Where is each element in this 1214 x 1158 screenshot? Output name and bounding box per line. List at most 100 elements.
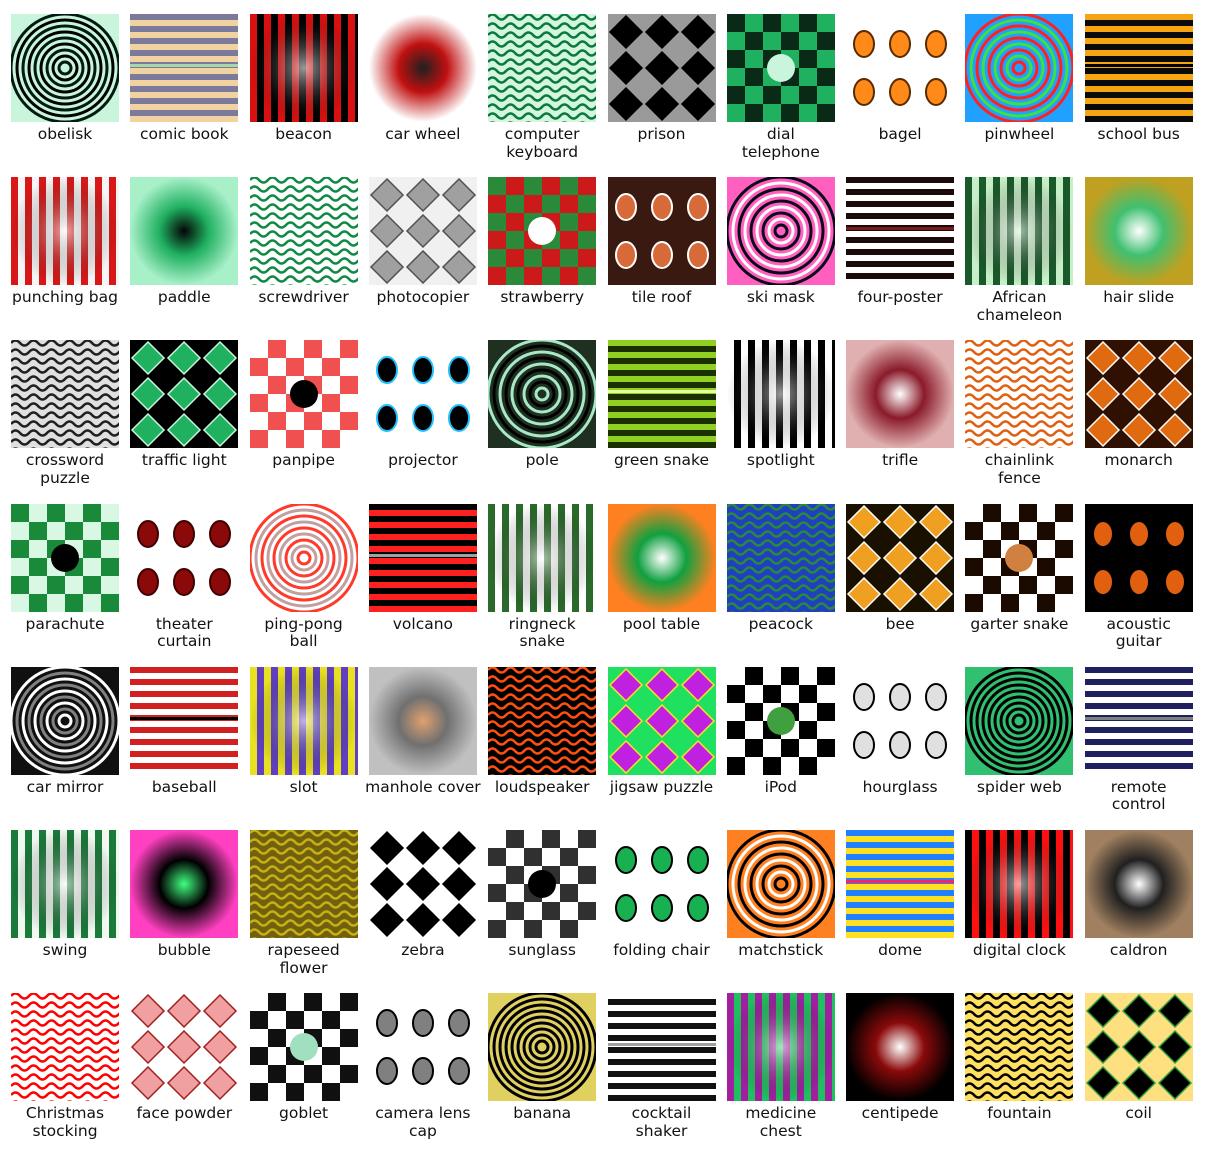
comic-book-pattern [130, 14, 239, 122]
image-label: baseball [151, 777, 217, 796]
manhole-cover-pattern [368, 666, 477, 775]
image-label: medicine chest [745, 1104, 817, 1140]
ping-pong-ball-pattern [249, 503, 358, 612]
image-label: peacock [748, 614, 813, 633]
ipod-pattern [726, 666, 835, 775]
image-tile: Christmas stocking [11, 993, 130, 1153]
parachute-pattern [11, 503, 119, 612]
image-label: digital clock [972, 941, 1066, 959]
image-tile: spider web [965, 666, 1084, 827]
image-label: jigsaw puzzle [609, 777, 714, 796]
ski-mask-pattern [726, 177, 835, 286]
sunglass-pattern [488, 830, 597, 938]
image-tile: car wheel [368, 14, 488, 174]
image-tile: prison [607, 14, 727, 174]
image-label: crossword puzzle [25, 451, 105, 487]
slot-pattern [249, 666, 358, 775]
image-label: car wheel [385, 125, 461, 143]
image-label: bubble [157, 941, 211, 959]
image-label: pole [525, 451, 559, 470]
pool-table-pattern [607, 503, 716, 612]
image-tile: trifle [846, 340, 965, 500]
face-powder-pattern [130, 993, 239, 1102]
image-tile: sunglass [488, 830, 607, 990]
image-tile: pinwheel [965, 14, 1084, 174]
image-label: remote control [1110, 777, 1167, 814]
image-label: iPod [764, 777, 798, 796]
dial-telephone-pattern [726, 14, 835, 122]
image-tile: rapeseed flower [249, 830, 369, 990]
image-label: tile roof [631, 288, 692, 307]
image-label: slot [289, 777, 318, 796]
peacock-pattern [726, 503, 835, 612]
image-label: spotlight [746, 451, 815, 470]
image-tile: centipede [846, 993, 965, 1153]
image-tile: hair slide [1084, 177, 1204, 337]
car-mirror-pattern [11, 666, 119, 775]
image-label: Christmas stocking [25, 1104, 105, 1140]
image-tile: cocktail shaker [607, 993, 727, 1153]
camera-lens-cap-pattern [368, 993, 477, 1102]
image-label: parachute [25, 614, 105, 633]
image-label: comic book [139, 125, 229, 143]
tile-roof-pattern [607, 177, 716, 286]
panpipe-pattern [249, 340, 358, 449]
image-tile: spotlight [726, 340, 846, 500]
image-label: punching bag [12, 288, 118, 307]
image-label: obelisk [37, 125, 93, 143]
car-wheel-pattern [368, 14, 477, 122]
photocopier-pattern [368, 177, 477, 286]
coil-pattern [1084, 993, 1193, 1102]
caldron-pattern [1084, 830, 1193, 938]
four-poster-pattern [846, 177, 955, 286]
image-label: trifle [882, 451, 919, 470]
image-tile: peacock [726, 503, 846, 664]
image-label: panpipe [272, 451, 335, 470]
bee-pattern [846, 503, 955, 612]
hair-slide-pattern [1084, 177, 1193, 286]
rapeseed-flower-pattern [249, 830, 358, 938]
goblet-pattern [249, 993, 358, 1102]
image-label: monarch [1104, 451, 1173, 470]
image-tile: tile roof [607, 177, 727, 337]
image-label: dial telephone [741, 125, 820, 161]
zebra-pattern [368, 830, 477, 938]
image-label: camera lens cap [375, 1104, 471, 1140]
image-label: fountain [987, 1104, 1052, 1123]
image-tile: coil [1084, 993, 1204, 1153]
image-label: strawberry [500, 288, 585, 307]
image-label: pool table [622, 614, 701, 633]
image-label: volcano [392, 614, 454, 633]
image-tile: ringneck snake [488, 503, 607, 664]
image-tile: pool table [607, 503, 727, 664]
image-tile: dial telephone [726, 14, 846, 174]
strawberry-pattern [488, 177, 597, 286]
image-tile: hourglass [846, 666, 965, 827]
dome-pattern [846, 830, 955, 938]
theater-curtain-pattern [130, 503, 239, 612]
pole-pattern [488, 340, 597, 449]
image-tile: screwdriver [249, 177, 369, 337]
image-tile: four-poster [846, 177, 965, 337]
image-label: bagel [878, 125, 922, 143]
image-tile: punching bag [11, 177, 130, 337]
banana-pattern [488, 993, 597, 1102]
image-tile: beacon [249, 14, 369, 174]
image-label: African chameleon [976, 288, 1063, 324]
screwdriver-pattern [249, 177, 358, 286]
matchstick-pattern [726, 830, 835, 938]
image-tile: jigsaw puzzle [607, 666, 727, 827]
traffic-light-pattern [130, 340, 239, 449]
image-label: rapeseed flower [267, 941, 340, 977]
monarch-pattern [1084, 340, 1193, 449]
image-tile: school bus [1084, 14, 1204, 174]
medicine-chest-pattern [726, 993, 835, 1102]
obelisk-pattern [11, 14, 119, 122]
image-label: centipede [861, 1104, 939, 1123]
image-label: hair slide [1103, 288, 1175, 307]
image-tile: manhole cover [365, 666, 488, 827]
image-label: photocopier [376, 288, 470, 307]
image-tile: zebra [368, 830, 488, 990]
image-tile: paddle [130, 177, 249, 337]
